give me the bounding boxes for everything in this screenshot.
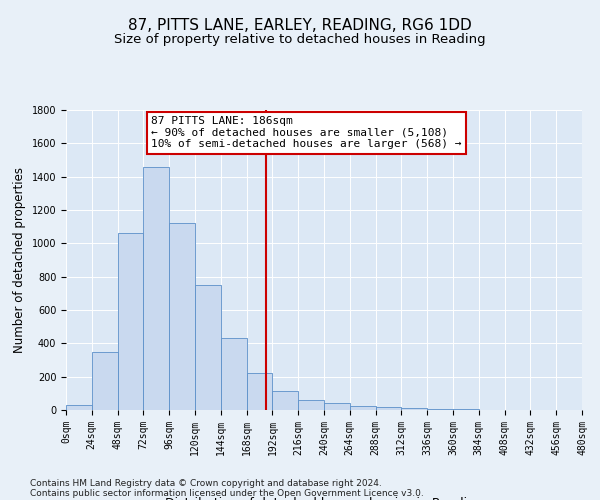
Text: Contains HM Land Registry data © Crown copyright and database right 2024.: Contains HM Land Registry data © Crown c…: [30, 478, 382, 488]
Bar: [272, 391, 298, 410]
Bar: [376, 406, 401, 410]
Bar: [195, 285, 221, 410]
Bar: [324, 404, 350, 410]
Bar: [427, 409, 453, 410]
Bar: [298, 400, 324, 410]
Text: 87 PITTS LANE: 186sqm
← 90% of detached houses are smaller (5,108)
10% of semi-d: 87 PITTS LANE: 186sqm ← 90% of detached …: [151, 116, 461, 149]
Bar: [66, 405, 92, 410]
Bar: [92, 352, 118, 410]
Bar: [221, 338, 247, 410]
Y-axis label: Number of detached properties: Number of detached properties: [13, 167, 26, 353]
Text: Contains public sector information licensed under the Open Government Licence v3: Contains public sector information licen…: [30, 488, 424, 498]
Text: Size of property relative to detached houses in Reading: Size of property relative to detached ho…: [114, 32, 486, 46]
Bar: [247, 372, 272, 410]
Bar: [401, 408, 427, 410]
Bar: [350, 406, 376, 410]
X-axis label: Distribution of detached houses by size in Reading: Distribution of detached houses by size …: [165, 496, 483, 500]
Bar: [143, 166, 169, 410]
Bar: [169, 224, 195, 410]
Bar: [118, 234, 143, 410]
Bar: [453, 409, 479, 410]
Text: 87, PITTS LANE, EARLEY, READING, RG6 1DD: 87, PITTS LANE, EARLEY, READING, RG6 1DD: [128, 18, 472, 32]
